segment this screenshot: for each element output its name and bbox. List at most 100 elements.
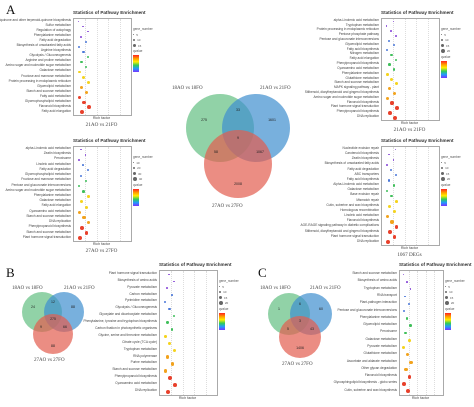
venn-main: 18AO vs 18FO 21AO vs 21FO 27AO vs 27FO 2… (168, 80, 308, 230)
gridline (427, 147, 429, 245)
pathway-label: Glycerophospholipid metabolism (24, 172, 71, 177)
legend-size-dot (441, 49, 445, 54)
enrichment-point (409, 324, 412, 327)
pathway-label: Plant hormone signal transduction (330, 233, 379, 238)
enrichment-point (405, 389, 410, 394)
venn-b-n-ac: 9 (40, 325, 42, 329)
venn-c-n-ab: 6 (299, 302, 301, 306)
gridline (393, 147, 395, 245)
pathway-label: Cyanoamino acid metabolism (115, 381, 157, 386)
enrichment-point (84, 179, 87, 183)
pathway-label: Pentose and glucuronate interconversions (11, 182, 71, 187)
plot-area (159, 270, 218, 396)
enrichment-point (170, 328, 174, 331)
pathway-label: Regulation of autophagy (36, 28, 71, 33)
enrichment-point (80, 174, 83, 177)
enrichment-point (163, 335, 167, 338)
legend-size-row: 15 (441, 43, 467, 49)
enrichment-point (390, 30, 393, 32)
gridline (404, 147, 406, 245)
enrichment-point (172, 280, 175, 283)
pathway-label: Arginine and proline metabolism (25, 58, 71, 63)
legend-size-value: 20 (446, 177, 451, 182)
enrichment-point (166, 355, 170, 359)
legend-size-value: 15 (138, 43, 142, 48)
pathway-label: Glutathione metabolism (363, 351, 398, 356)
enrichment-point (82, 215, 86, 220)
legend-title-qvalue: qvalue (133, 182, 143, 187)
pathway-label: Flavonoid biosynthesis (346, 99, 379, 104)
pathway-label: Arginine biosynthesis (40, 48, 71, 53)
pathway-label: Stilbenoid, diarylheptanoid and gingerol… (304, 228, 379, 233)
gridline (119, 19, 121, 115)
enrichment-point (388, 63, 391, 66)
gridline (417, 271, 419, 395)
pathway-label: DNA replication (135, 387, 157, 392)
pathway-label: DNA replication (357, 113, 379, 118)
legend-title-qvalue: qvalue (441, 182, 451, 187)
enrichment-point (390, 169, 393, 172)
pathway-label: Zeatin biosynthesis (351, 156, 379, 161)
pathway-label: Purine metabolism (130, 360, 157, 365)
venn-c-label-a: 18AO vs 18FO (260, 286, 291, 291)
pathway-label: Base excision repair (350, 192, 379, 197)
legend-size-dot (441, 172, 444, 176)
pathway-label: Cyanoamino acid metabolism (29, 208, 71, 213)
legend-size-value: 15 (446, 43, 450, 48)
legend-size-row: 5 (445, 284, 471, 290)
enrichment-point (394, 106, 399, 110)
venn-b-label-a: 18AO vs 18FO (12, 286, 43, 291)
x-axis-label: Rich factor (178, 395, 197, 400)
legend-size-row: 15 (219, 295, 245, 301)
pathway-label: Pyruvate metabolism (127, 284, 157, 289)
legend-size-dot (133, 44, 136, 48)
pathway-label: Nucleotide excision repair (342, 145, 380, 150)
pathway-label: Biosynthesis of amino acids (117, 277, 157, 282)
venn-b-n-b: 88 (71, 305, 75, 309)
venn-b-label-b: 21AO vs 21FO (64, 286, 95, 291)
enrichment-point (390, 77, 394, 81)
enrichment-point (407, 374, 412, 379)
enrichment-point (390, 194, 394, 198)
pathway-label: Fructose and mannose metabolism (21, 73, 71, 78)
enrichment-point (402, 310, 405, 313)
plot-title: Statistics of Pathway Enrichment (73, 138, 146, 143)
pathway-label: Glycerolipid metabolism (345, 41, 379, 46)
enrichment-point (86, 55, 90, 59)
venn-c: 18AO vs 18FO 21AO vs 21FO 27AO vs 27FO 1… (258, 282, 342, 394)
legend-size-dot (445, 296, 448, 300)
enrichment-point (86, 195, 90, 198)
pathway-label: RNA polymerase (133, 353, 157, 358)
venn-c-n-c: 1406 (296, 346, 304, 350)
enrichment-point (404, 367, 408, 372)
enrichment-point (392, 20, 395, 23)
pathway-label: Pyruvate metabolism (367, 343, 397, 348)
legend-size-row: 20 (441, 48, 467, 54)
legend-size-row: 10 (133, 160, 159, 166)
enrichment-point (82, 75, 86, 79)
legend-size-row: 40 (133, 176, 159, 182)
gridline (404, 19, 406, 120)
enrichment-point (392, 184, 396, 187)
legend-size-row: 5 (441, 160, 467, 166)
legend-size-row: 10 (133, 37, 159, 43)
enrichment-point (388, 87, 392, 91)
enrichment-point (385, 189, 389, 193)
enrichment-point (77, 70, 81, 74)
enrichment-point (86, 80, 90, 84)
enrichment-point (390, 53, 393, 57)
legend-size-dot (441, 177, 445, 182)
pathway-label: RNA transport (376, 292, 397, 297)
pathway-label: Pentose and glucuronate interconversions (319, 37, 379, 42)
venn-b: 18AO vs 18FO 21AO vs 21FO 27AO vs 27FO 2… (12, 282, 95, 392)
pathway-label: Glycerolipid metabolism (37, 83, 71, 88)
pathway-label: Zeatin biosynthesis (43, 151, 71, 156)
enrichment-point (170, 362, 174, 366)
legend-size-dot (133, 39, 136, 42)
pathway-label: Protein processing in endoplasmic reticu… (8, 78, 71, 83)
legend-size-dot (133, 162, 135, 164)
venn-c-label-b: 21AO vs 21FO (310, 286, 341, 291)
legend-size-row: 15 (133, 43, 159, 49)
pathway-label: Fatty acid degradation (39, 166, 71, 171)
legend-size-dot (441, 162, 443, 164)
